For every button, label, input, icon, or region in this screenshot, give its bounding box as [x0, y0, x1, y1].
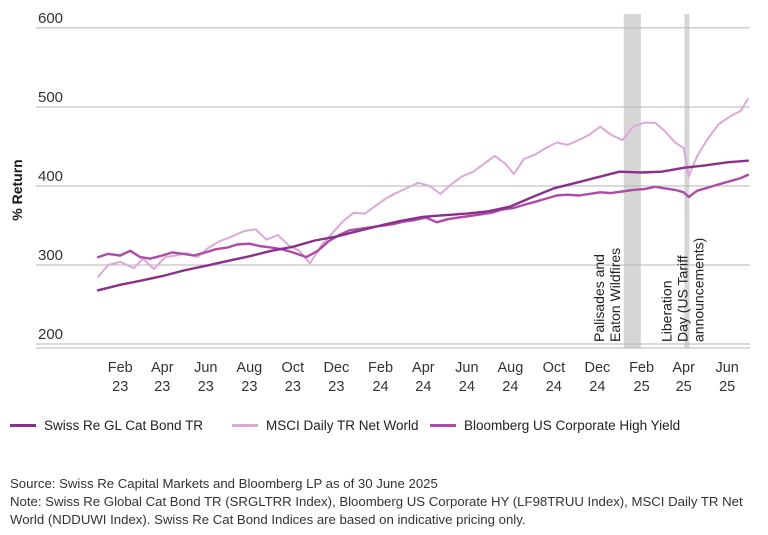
x-tick-month: Oct [543, 360, 566, 376]
x-tick-month: Feb [368, 360, 393, 376]
y-tick-label: 500 [38, 89, 63, 106]
legend-label: Swiss Re GL Cat Bond TR [44, 418, 204, 433]
x-tick-year: 24 [502, 379, 518, 395]
y-tick-labels: 200 300 400 500 600 [38, 10, 63, 343]
x-tick-year: 23 [285, 379, 301, 395]
x-tick-month: Apr [672, 360, 695, 376]
x-tick-year: 23 [154, 379, 170, 395]
x-tick-month: Oct [282, 360, 305, 376]
y-tick-label: 600 [38, 10, 63, 27]
x-tick-month: Feb [108, 360, 133, 376]
event-annotation-line: Liberation [659, 281, 675, 343]
x-tick-labels: Feb 23 Apr 23 Jun 23 Aug 23 Oct 23 Dec 23 Feb 24 Apr 24… [108, 360, 739, 395]
x-tick-year: 24 [459, 379, 475, 395]
legend-swatch [10, 424, 36, 427]
x-tick-month: Apr [151, 360, 174, 376]
x-tick-month: Aug [497, 360, 523, 376]
x-tick-month: Jun [455, 360, 478, 376]
source-note: Source: Swiss Re Capital Markets and Blo… [10, 476, 438, 491]
event-shaded-region [623, 14, 641, 348]
event-annotation-line: announcements) [691, 238, 707, 342]
y-tick-label: 400 [38, 168, 63, 185]
x-tick-month: Feb [629, 360, 654, 376]
x-tick-month: Jun [194, 360, 217, 376]
legend-label: Bloomberg US Corporate High Yield [464, 418, 681, 433]
y-axis-label: % Return [9, 159, 25, 220]
legend: Swiss Re GL Cat Bond TR MSCI Daily TR Ne… [10, 418, 760, 440]
legend-item-cat-bond: Swiss Re GL Cat Bond TR [10, 418, 203, 433]
legend-swatch [232, 424, 258, 427]
x-tick-year: 23 [328, 379, 344, 395]
x-tick-year: 24 [589, 379, 605, 395]
index-note: Note: Swiss Re Global Cat Bond TR (SRGLT… [10, 494, 743, 527]
x-tick-year: 24 [415, 379, 431, 395]
x-tick-month: Jun [715, 360, 738, 376]
x-tick-year: 25 [634, 379, 650, 395]
chart: 200 300 400 500 600 % Return Feb 23 Apr 23 Jun 23… [9, 10, 750, 395]
series-line-high-yield [96, 173, 750, 260]
legend-label: MSCI Daily TR Net World [266, 418, 419, 433]
y-tick-label: 200 [38, 326, 63, 343]
x-tick-year: 25 [676, 379, 692, 395]
series-line-msci-world [97, 98, 749, 278]
event-annotation-line: Palisades and [591, 254, 607, 342]
x-tick-year: 23 [112, 379, 128, 395]
legend-swatch [430, 424, 456, 427]
legend-item-msci: MSCI Daily TR Net World [232, 418, 419, 433]
event-annotation-line: Day (US Tariff [675, 255, 691, 342]
y-tick-label: 300 [38, 247, 63, 264]
legend-item-high-yield: Bloomberg US Corporate High Yield [430, 418, 680, 433]
x-tick-month: Dec [323, 360, 349, 376]
event-shaded-region [684, 14, 690, 348]
footer: Source: Swiss Re Capital Markets and Blo… [10, 475, 762, 529]
series-lines [96, 98, 750, 292]
x-tick-year: 23 [241, 379, 257, 395]
x-tick-year: 24 [546, 379, 562, 395]
x-tick-month: Aug [236, 360, 262, 376]
x-tick-year: 24 [372, 379, 388, 395]
series-line-cat-bond [96, 159, 750, 292]
event-annotation-line: Eaton Wildfires [607, 248, 623, 342]
x-tick-month: Dec [584, 360, 610, 376]
event-annotations: Palisades and Eaton Wildfires Liberation Da… [591, 238, 707, 342]
x-tick-month: Apr [412, 360, 435, 376]
event-shading-layer [623, 14, 690, 348]
x-tick-year: 23 [198, 379, 214, 395]
gridlines [36, 27, 750, 349]
x-tick-year: 25 [719, 379, 735, 395]
